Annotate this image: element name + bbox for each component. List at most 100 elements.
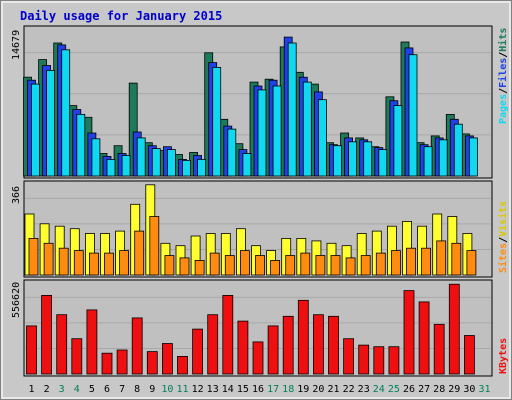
day-label: 20 — [312, 384, 324, 395]
kbytes-legend: KBytes — [498, 338, 509, 374]
kbytes-bar — [161, 343, 173, 375]
day-label: 22 — [343, 384, 355, 395]
visits-legend-text: Sites/Visits — [497, 201, 509, 273]
sites-bar — [451, 242, 462, 276]
pages-bar — [91, 138, 101, 177]
pages-bar — [378, 149, 388, 177]
hits-bars — [23, 36, 491, 177]
visits-legend: Sites/Visits — [497, 201, 509, 273]
sites-bar — [89, 252, 99, 276]
pages-bar — [166, 149, 176, 177]
day-label: 9 — [149, 384, 155, 395]
sites-bar — [73, 250, 84, 276]
kbytes-bar — [237, 320, 249, 375]
pages-bar — [197, 158, 207, 177]
pages-bar — [393, 105, 403, 177]
kbytes-bar — [71, 338, 83, 375]
pages-bar — [423, 146, 433, 177]
day-label: 3 — [59, 384, 65, 395]
sites-bar — [315, 255, 326, 276]
sites-bar — [466, 250, 477, 276]
kbytes-bar — [403, 290, 415, 375]
kbytes-bars — [25, 283, 491, 375]
kbytes-bar — [146, 351, 158, 375]
sites-visits-panel: 366 Sites/Visits — [11, 180, 509, 278]
day-label: 26 — [403, 384, 415, 395]
kbytes-bar — [252, 341, 264, 375]
kbytes-bar — [207, 314, 219, 375]
hits-ymax-label: 14679 — [11, 30, 22, 60]
pages-bar — [408, 54, 418, 177]
pages-bar — [242, 153, 252, 177]
kbytes-bar — [267, 325, 279, 375]
kbytes-bar — [358, 344, 370, 375]
sites-bar — [179, 257, 190, 276]
sites-bar — [390, 250, 401, 276]
sites-bar — [119, 250, 129, 276]
day-label: 29 — [448, 384, 460, 395]
day-label: 15 — [237, 384, 249, 395]
sites-bar — [194, 259, 205, 276]
day-label: 11 — [176, 384, 188, 395]
sites-bar — [436, 240, 447, 276]
day-label: 7 — [119, 384, 125, 395]
kbytes-bar — [177, 355, 188, 375]
kbytes-bar — [418, 301, 430, 375]
hits-files-pages-panel: 14679 Pages/Files/Hits — [11, 25, 509, 179]
sites-bar — [330, 255, 341, 276]
sites-bar — [360, 255, 371, 276]
pages-bar — [121, 155, 131, 177]
sites-bar — [345, 257, 356, 276]
day-label: 31 — [478, 384, 490, 395]
pages-bar — [151, 148, 161, 177]
day-label: 16 — [252, 384, 264, 395]
legend-sites: Sites — [497, 243, 509, 273]
kbytes-bar — [41, 294, 52, 375]
pages-bar — [212, 67, 222, 177]
day-label: 17 — [267, 384, 279, 395]
kbytes-bar — [101, 352, 113, 375]
pages-bar — [76, 114, 86, 177]
day-label: 14 — [222, 384, 234, 395]
day-label: 23 — [358, 384, 370, 395]
day-label: 25 — [388, 384, 400, 395]
kbytes-bar — [328, 315, 339, 375]
visits-bars — [24, 184, 491, 276]
day-label: 21 — [327, 384, 339, 395]
kbytes-bar — [448, 283, 460, 375]
kbytes-panel: 556620 KBytes — [11, 279, 509, 377]
day-label: 19 — [297, 384, 309, 395]
day-label: 8 — [134, 384, 140, 395]
day-label: 6 — [104, 384, 110, 395]
pages-bar — [302, 81, 312, 177]
legend-files: Files — [497, 58, 509, 88]
kbytes-ymax-label: 556620 — [11, 282, 22, 318]
day-label: 18 — [282, 384, 294, 395]
pages-bar — [106, 158, 116, 177]
day-axis-labels: 1 2 3 4 5 6 7 8 9 10 11 12 13 14 15 16 17 18 19 20 21 22 23 24 2… — [28, 384, 490, 395]
visits-ymax-label: 366 — [11, 186, 22, 204]
day-label: 30 — [463, 384, 475, 395]
pages-bar — [257, 89, 267, 177]
sites-bar — [134, 230, 145, 276]
kbytes-bar — [86, 309, 98, 375]
legend-sep-2: / — [498, 52, 509, 58]
pages-bar — [182, 159, 191, 177]
sites-bar — [270, 259, 281, 276]
sites-bar — [239, 250, 250, 276]
pages-bar — [287, 42, 297, 177]
kbytes-bar — [282, 315, 294, 375]
day-label: 12 — [192, 384, 204, 395]
sites-bar — [300, 252, 311, 276]
kbytes-bar — [433, 323, 445, 375]
kbytes-bar — [312, 314, 324, 375]
sites-bar — [375, 252, 386, 276]
day-label: 10 — [161, 384, 173, 395]
legend-kbytes: KBytes — [498, 338, 509, 374]
kbytes-bar — [297, 299, 309, 375]
sites-bar — [421, 247, 432, 276]
day-label: 2 — [44, 384, 50, 395]
kbytes-legend-text: KBytes — [498, 338, 509, 374]
sites-bar — [58, 247, 69, 276]
kbytes-bar — [192, 328, 204, 375]
